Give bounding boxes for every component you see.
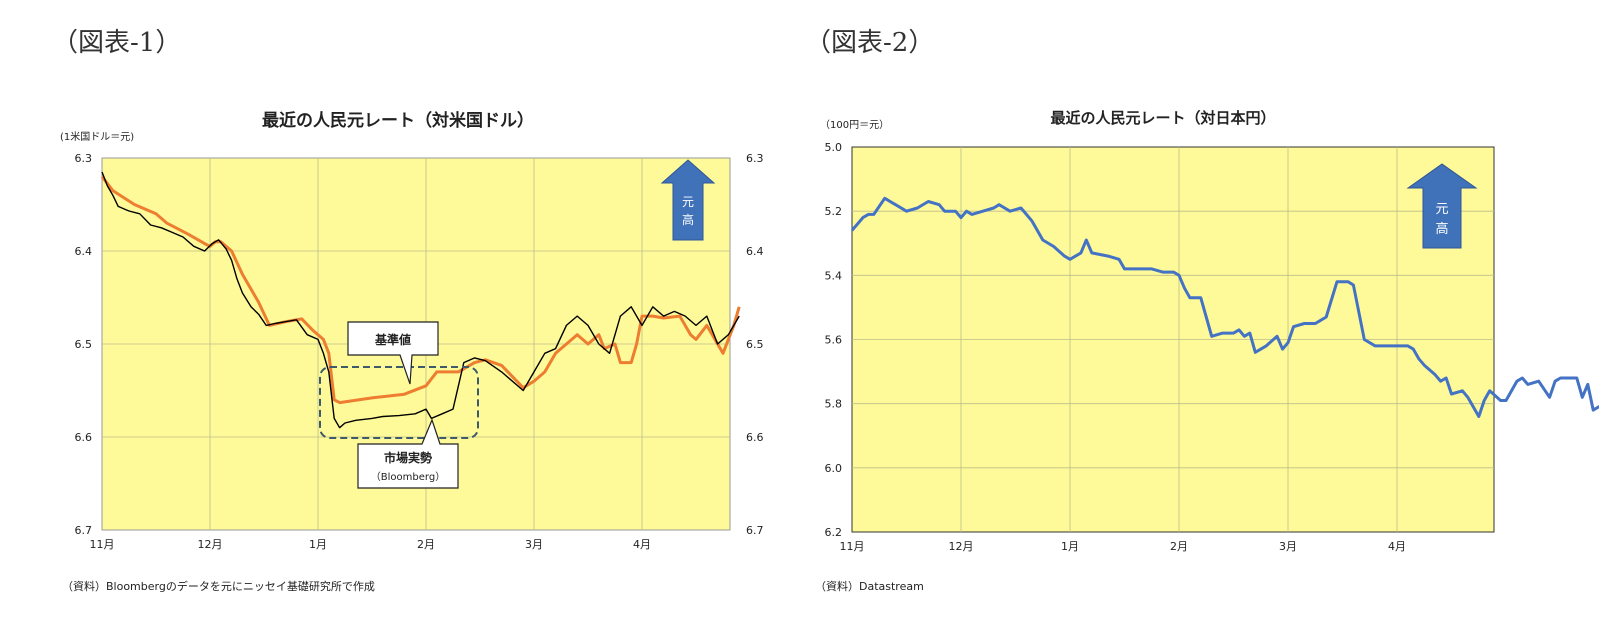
jpy-ytick-label: 5.2 <box>825 205 843 218</box>
usd-ytick-label: 6.5 <box>75 338 93 351</box>
usd-ytick-label-right: 6.5 <box>746 338 764 351</box>
usd-ytick-label: 6.4 <box>75 245 93 258</box>
figure-label-1: （図表-1） <box>52 28 182 58</box>
usd-ytick-label: 6.6 <box>75 431 93 444</box>
usd-xtick-label: 1月 <box>309 538 327 551</box>
jpy-source: （資料）Datastream <box>815 579 924 593</box>
yuan-strong-arrow: 元 高 <box>660 159 716 241</box>
jpy-xtick-label: 2月 <box>1170 540 1188 553</box>
usd-chart-title: 最近の人民元レート（対米国ドル） <box>262 110 534 131</box>
jpy-ytick-label: 5.0 <box>825 141 843 154</box>
usd-ytick-label-right: 6.4 <box>746 245 764 258</box>
usd-xtick-label: 2月 <box>417 538 435 551</box>
usd-unit-label: (1米国ドル＝元) <box>60 130 134 143</box>
market-callout: 市場実勢 （Bloomberg） <box>357 418 459 489</box>
fixing-callout-label: 基準値 <box>374 332 411 347</box>
fixing-callout: 基準値 <box>347 321 439 385</box>
market-callout-sub: （Bloomberg） <box>371 471 445 483</box>
market-callout-label: 市場実勢 <box>384 450 432 465</box>
arrow-label-1: 元 <box>682 195 694 209</box>
jpy-arrow-label-2: 高 <box>1435 221 1448 237</box>
jpy-series-line-0 <box>850 196 1599 418</box>
arrow-label-2: 高 <box>682 212 694 227</box>
jpy-xtick-label: 4月 <box>1388 540 1406 553</box>
jpy-xtick-label: 1月 <box>1061 540 1079 553</box>
usd-source: （資料）Bloombergのデータを元にニッセイ基礎研究所で作成 <box>62 579 375 593</box>
usd-xtick-label: 3月 <box>525 538 543 551</box>
jpy-xtick-label: 11月 <box>840 540 865 553</box>
jpy-arrow-label-1: 元 <box>1435 202 1448 217</box>
usd-ytick-label: 6.3 <box>75 152 93 165</box>
jpy-xtick-label: 3月 <box>1279 540 1297 553</box>
yuan-strong-arrow-jpy: 元 高 <box>1406 163 1478 249</box>
usd-series-line-1 <box>101 171 740 429</box>
usd-xtick-label: 11月 <box>90 538 115 551</box>
figure-label-2: （図表-2） <box>805 28 935 58</box>
market-highlight-box <box>319 366 479 439</box>
jpy-ytick-label: 5.8 <box>825 398 843 411</box>
jpy-xtick-label: 12月 <box>949 540 974 553</box>
jpy-ytick-label: 6.2 <box>825 526 843 539</box>
usd-ytick-label-right: 6.6 <box>746 431 764 444</box>
jpy-ytick-label: 5.4 <box>825 269 843 282</box>
jpy-unit-label: （100円＝元） <box>820 119 889 131</box>
usd-ytick-label: 6.7 <box>75 524 93 537</box>
jpy-ytick-label: 6.0 <box>825 462 843 475</box>
usd-ytick-label-right: 6.7 <box>746 524 764 537</box>
jpy-ytick-label: 5.6 <box>825 334 843 347</box>
jpy-chart-title: 最近の人民元レート（対日本円） <box>1050 109 1275 127</box>
usd-xtick-label: 12月 <box>198 538 223 551</box>
usd-ytick-label-right: 6.3 <box>746 152 764 165</box>
usd-xtick-label: 4月 <box>633 538 651 551</box>
